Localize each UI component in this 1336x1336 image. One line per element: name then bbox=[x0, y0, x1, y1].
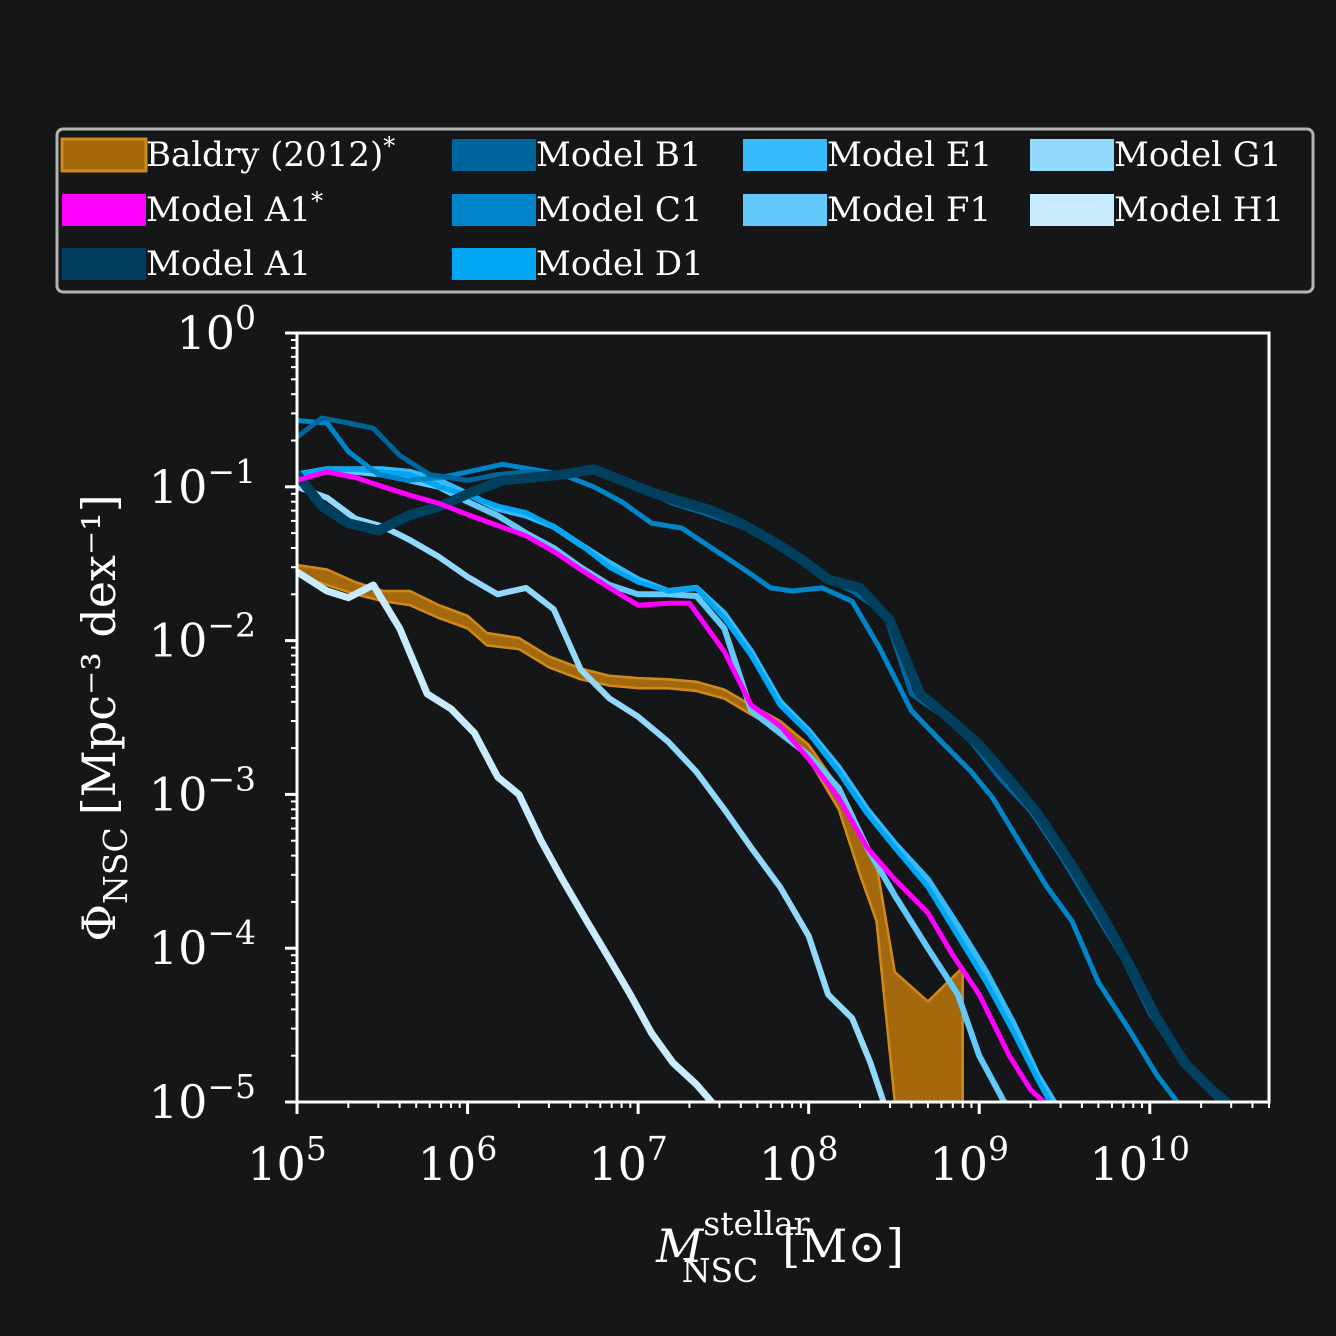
y-tick-label: 10−1 bbox=[149, 452, 256, 514]
legend-label: Baldry (2012)* bbox=[146, 132, 395, 175]
x-axis-label: Mstellar NSC [M⊙] bbox=[655, 1204, 904, 1290]
legend-swatch bbox=[1030, 139, 1114, 171]
x-tick-label: 1010 bbox=[1090, 1129, 1191, 1191]
legend-swatch bbox=[1030, 194, 1114, 226]
y-tick-label: 10−5 bbox=[149, 1067, 256, 1129]
series-line-model-a1-star bbox=[297, 469, 1047, 1102]
legend: Baldry (2012)* Model A1* Model A1 Model B1 M… bbox=[55, 127, 1315, 294]
legend-label: Model E1 bbox=[827, 135, 992, 175]
legend-item-model-a1: Model A1 bbox=[62, 244, 311, 284]
legend-swatch bbox=[452, 248, 536, 280]
plot-area bbox=[297, 415, 1232, 1102]
legend-swatch bbox=[452, 139, 536, 171]
legend-item-model-b1: Model B1 bbox=[452, 135, 701, 175]
y-tick-label: 10−3 bbox=[149, 759, 256, 821]
x-tick-label: 109 bbox=[929, 1129, 1009, 1191]
x-tick-label: 107 bbox=[588, 1129, 668, 1191]
legend-item-model-g1: Model G1 bbox=[1030, 135, 1282, 175]
legend-item-model-e1: Model E1 bbox=[743, 135, 992, 175]
y-tick-label: 10−2 bbox=[149, 606, 256, 668]
y-tick-label: 10−4 bbox=[149, 913, 256, 975]
legend-item-model-c1: Model C1 bbox=[452, 190, 703, 230]
x-tick-label: 106 bbox=[418, 1129, 498, 1191]
legend-item-model-a1: Model A1* bbox=[62, 187, 323, 230]
x-tick-label: 108 bbox=[759, 1129, 839, 1191]
legend-swatch bbox=[743, 194, 827, 226]
legend-label: Model F1 bbox=[827, 190, 991, 230]
legend-label: Model A1 bbox=[146, 244, 311, 284]
legend-frame bbox=[55, 127, 1315, 294]
axis-tick-labels: 105 106 107 108 109 1010 100 10−1 10−2 10−3 10−4 10… bbox=[149, 298, 1190, 1191]
legend-item-model-f1: Model F1 bbox=[743, 190, 991, 230]
legend-swatch bbox=[62, 194, 146, 226]
series-line-model-a1 bbox=[297, 464, 1232, 1102]
series-line-model-h1 bbox=[297, 568, 716, 1102]
series-line-model-g1 bbox=[297, 483, 887, 1102]
band-baldry-2012 bbox=[297, 563, 964, 1102]
legend-label: Model G1 bbox=[1114, 135, 1282, 175]
y-tick-label: 100 bbox=[176, 298, 256, 360]
legend-swatch bbox=[60, 137, 148, 173]
legend-label: Model D1 bbox=[536, 244, 704, 284]
y-axis-label: ΦNSC[Mpc⁻³ dex⁻¹] bbox=[72, 494, 135, 941]
legend-item-model-d1: Model D1 bbox=[452, 244, 704, 284]
legend-swatch bbox=[452, 194, 536, 226]
legend-swatch bbox=[62, 248, 146, 280]
legend-label: Model H1 bbox=[1114, 190, 1284, 230]
legend-item-model-h1: Model H1 bbox=[1030, 190, 1284, 230]
legend-item-baldry-2012: Baldry (2012)* bbox=[60, 132, 395, 175]
legend-label: Model A1* bbox=[146, 187, 323, 230]
legend-swatch bbox=[743, 139, 827, 171]
axis-ticks bbox=[285, 331, 1270, 1114]
legend-label: Model C1 bbox=[536, 190, 703, 230]
legend-label: Model B1 bbox=[536, 135, 701, 175]
x-tick-label: 105 bbox=[247, 1129, 327, 1191]
